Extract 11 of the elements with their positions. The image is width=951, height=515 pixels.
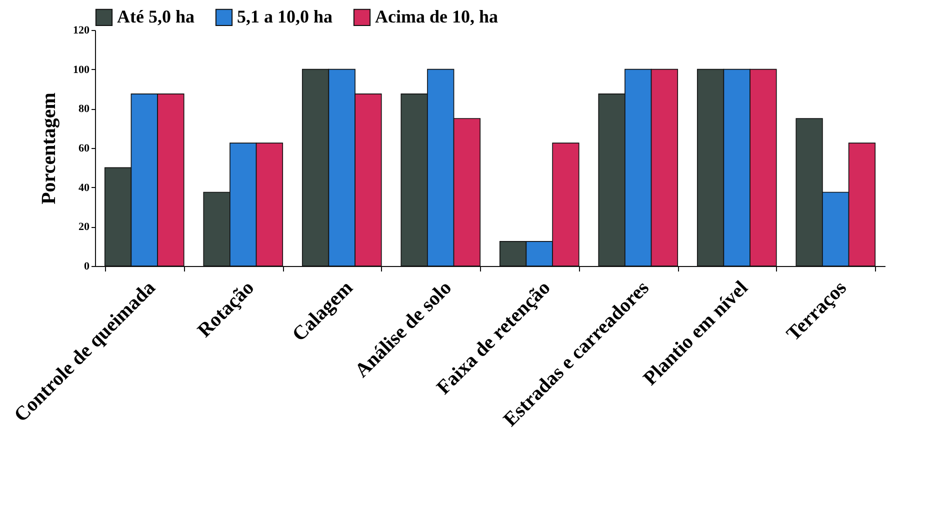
y-tick-label: 120 bbox=[73, 24, 90, 36]
legend-label: 5,1 a 10,0 ha bbox=[237, 6, 333, 26]
legend-label: Acima de 10, ha bbox=[375, 6, 498, 26]
y-tick-label: 100 bbox=[73, 64, 90, 76]
legend-label: Até 5,0 ha bbox=[117, 6, 194, 26]
y-tick-label: 0 bbox=[84, 260, 90, 272]
y-tick-label: 80 bbox=[78, 103, 90, 116]
y-axis-title: Porcentagem bbox=[38, 92, 60, 204]
y-tick-label: 20 bbox=[78, 221, 90, 234]
y-tick-label: 40 bbox=[78, 182, 90, 194]
y-tick-label: 60 bbox=[78, 142, 90, 154]
